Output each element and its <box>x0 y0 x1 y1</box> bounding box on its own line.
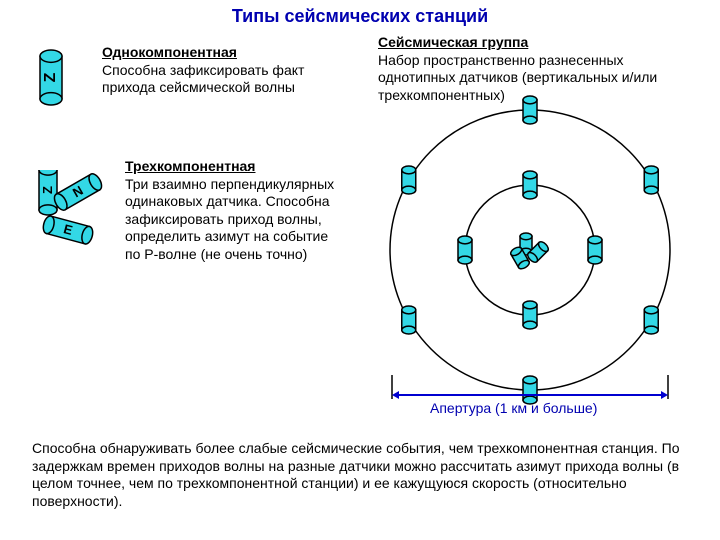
page-title: Типы сейсмических станций <box>0 6 720 27</box>
svg-text:Z: Z <box>40 186 55 194</box>
three-component-icon: ZNE <box>30 170 130 280</box>
single-sensor-icon: Z <box>35 45 87 130</box>
svg-text:Z: Z <box>42 72 59 82</box>
seismic-array-diagram <box>365 85 695 455</box>
single-component-text: ОднокомпонентнаяСпособна зафиксировать ф… <box>102 44 332 97</box>
three-component-text: ТрехкомпонентнаяТри взаимно перпендикуля… <box>125 158 340 263</box>
